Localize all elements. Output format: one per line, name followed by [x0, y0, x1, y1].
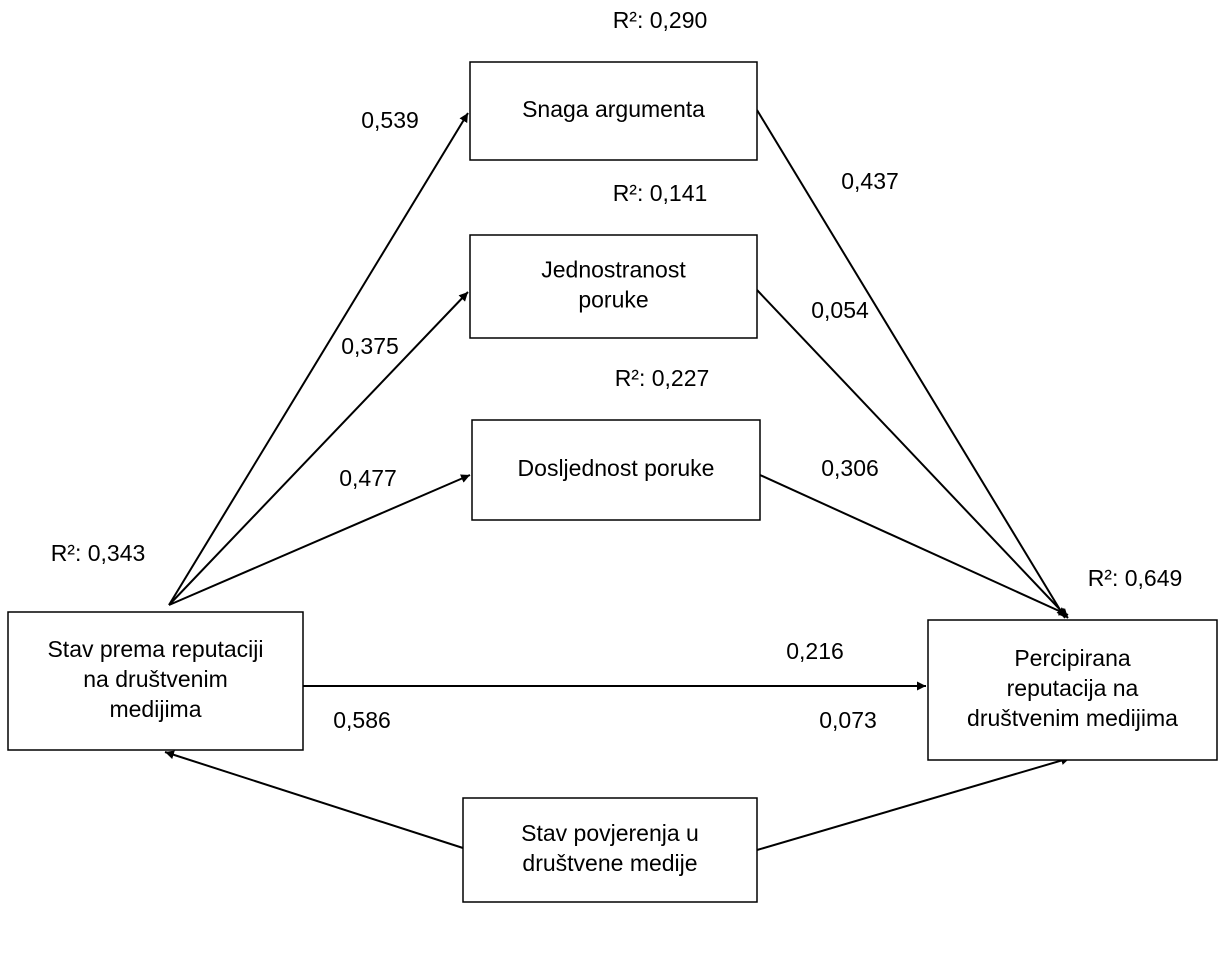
arrow: [756, 109, 1066, 619]
edges: 0,539 0,375 0,477 0,437 0,054 0,306 0,216 0,586…: [164, 107, 1071, 851]
edge-label: 0,586: [333, 707, 391, 733]
node-label: Snaga argumenta: [522, 96, 705, 122]
edge-label: 0,306: [821, 455, 879, 481]
edge-label: 0,375: [341, 333, 399, 359]
node-label: Jednostranost: [541, 257, 686, 283]
arrow: [756, 289, 1069, 619]
node-box: [927, 619, 1218, 761]
edge-label: 0,216: [786, 638, 844, 664]
arrow: [164, 750, 464, 849]
edge-label: 0,073: [819, 707, 877, 733]
nodes: Snaga argumenta R²: 0,290 Jednostranost por…: [7, 7, 1218, 903]
node-label: na društvenim: [83, 666, 227, 692]
arrow: [756, 756, 1071, 851]
arrow: [168, 112, 469, 606]
node-label: Percipirana: [1014, 645, 1131, 671]
node-label: društvenim medijima: [967, 705, 1178, 731]
edge-label: 0,054: [811, 297, 869, 323]
node-label: poruke: [578, 287, 648, 313]
arrow: [759, 474, 1069, 616]
node-box: [469, 61, 758, 161]
arrow: [168, 291, 469, 606]
r-squared: R²: 0,649: [1088, 565, 1183, 591]
node-box: [471, 419, 761, 521]
edge-label: 0,539: [361, 107, 419, 133]
arrow: [168, 474, 471, 606]
edge-label: 0,477: [339, 465, 397, 491]
r-squared: R²: 0,141: [613, 180, 708, 206]
node-label: društvene medije: [522, 850, 697, 876]
node-box: [7, 611, 304, 751]
node-label: medijima: [109, 696, 201, 722]
node-label: reputacija na: [1007, 675, 1139, 701]
node-box: [469, 234, 758, 339]
r-squared: R²: 0,227: [615, 365, 710, 391]
node-label: Stav povjerenja u: [521, 820, 699, 846]
node-label: Stav prema reputaciji: [47, 636, 263, 662]
r-squared: R²: 0,290: [613, 7, 708, 33]
node-label: Dosljednost poruke: [518, 455, 715, 481]
r-squared: R²: 0,343: [51, 540, 146, 566]
node-box: [462, 797, 758, 903]
edge-label: 0,437: [841, 168, 899, 194]
